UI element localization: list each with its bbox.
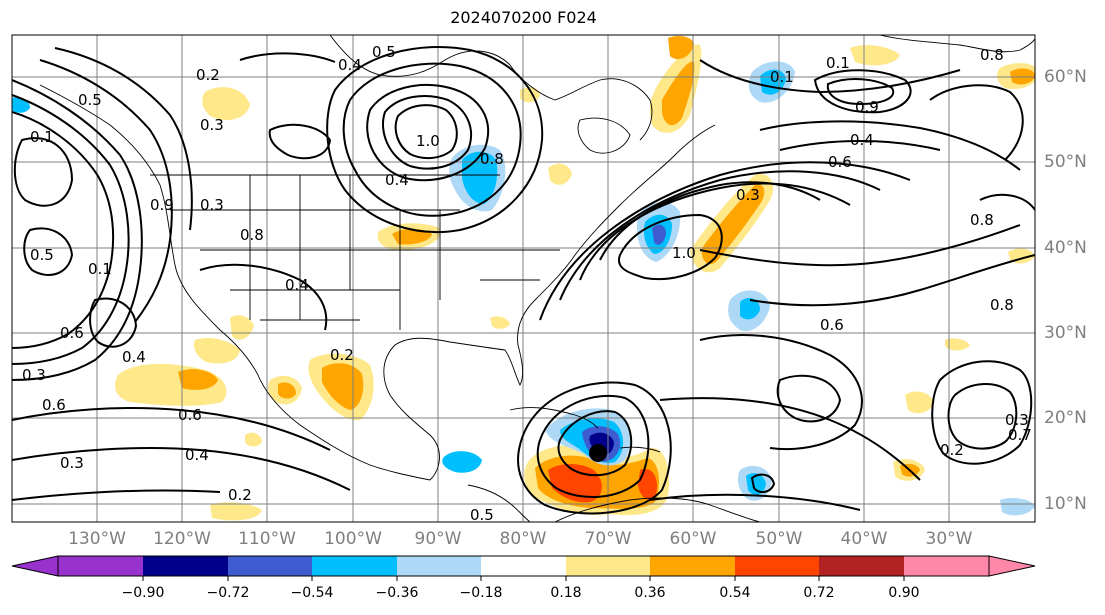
- contour-label: 0.9: [855, 98, 879, 116]
- lat-label: 10°N: [1044, 494, 1087, 514]
- contour-label: 0.3: [60, 454, 84, 472]
- contour-label: 0.5: [372, 43, 396, 61]
- colorbar-tick-label: −0.72: [206, 585, 250, 601]
- contour-label: 1.0: [672, 244, 696, 262]
- contour-label: 1.0: [416, 132, 440, 150]
- contour-label: 0.8: [980, 46, 1004, 64]
- contour-label: 0.4: [185, 446, 209, 464]
- colorbar-tick-label: 0.18: [550, 585, 582, 601]
- contour-label: 0.6: [828, 153, 852, 171]
- colorbar: [11, 555, 1036, 581]
- contour-label: 0.5: [470, 506, 494, 524]
- graticule: [12, 35, 1035, 522]
- contour-label: 0.2: [330, 346, 354, 364]
- contour-lines: [12, 46, 1035, 515]
- lat-label: 50°N: [1044, 152, 1087, 172]
- contour-label: 0.4: [285, 276, 309, 294]
- lon-label: 40°W: [840, 529, 888, 549]
- lat-label: 40°N: [1044, 238, 1087, 258]
- contour-label: 0.2: [196, 66, 220, 84]
- contour-label: 0.6: [178, 406, 202, 424]
- contour-label: 0.4: [338, 56, 362, 74]
- colorbar-tick-label: −0.36: [375, 585, 419, 601]
- lon-label: 60°W: [669, 529, 717, 549]
- colorbar-tick-label: −0.54: [290, 585, 334, 601]
- lon-label: 90°W: [414, 529, 462, 549]
- contour-label: 0.8: [970, 211, 994, 229]
- contour-label: 0.3: [200, 116, 224, 134]
- map-frame: [11, 34, 1036, 523]
- contour-label: 0.9: [150, 196, 174, 214]
- colorbar-tick-label: 0.54: [719, 585, 751, 601]
- colorbar-tick-label: 0.36: [634, 585, 666, 601]
- contour-label: 0.3: [1005, 411, 1029, 429]
- contour-label: 0.2: [228, 486, 252, 504]
- lon-label: 120°W: [153, 529, 211, 549]
- contour-label: 0.1: [826, 54, 850, 72]
- contour-label: 0.3: [22, 366, 46, 384]
- lat-label: 60°N: [1044, 67, 1087, 87]
- map-title: 2024070200 F024: [450, 8, 597, 27]
- contour-label: 0.7: [1008, 426, 1032, 444]
- contour-label: 0.4: [385, 171, 409, 189]
- lon-label: 100°W: [324, 529, 382, 549]
- coastlines: [39, 35, 1035, 522]
- lon-label: 110°W: [238, 529, 296, 549]
- contour-label: 0.5: [30, 246, 54, 264]
- lon-label: 30°W: [925, 529, 973, 549]
- contour-label: 0.6: [42, 396, 66, 414]
- colorbar-tick-label: −0.18: [459, 585, 503, 601]
- contour-label: 0.1: [88, 260, 112, 278]
- lon-label: 50°W: [755, 529, 803, 549]
- contour-label: 0.2: [940, 441, 964, 459]
- lon-label: 70°W: [584, 529, 632, 549]
- contour-label: 0.3: [200, 196, 224, 214]
- colorbar-tick-label: 0.72: [803, 585, 835, 601]
- contour-label: 0.8: [990, 296, 1014, 314]
- contour-label: 0.4: [850, 131, 874, 149]
- contour-label: 0.6: [820, 316, 844, 334]
- contour-labels: 0.5 0.4 0.2 0.3 0.5 0.1 1.0 0.8 0.4 0.5 …: [22, 43, 1032, 524]
- contour-label: 0.1: [30, 128, 54, 146]
- lat-label: 20°N: [1044, 408, 1087, 428]
- lon-label: 80°W: [499, 529, 547, 549]
- colorbar-tick-label: −0.90: [121, 585, 165, 601]
- contour-label: 0.4: [122, 348, 146, 366]
- contour-label: 0.8: [480, 150, 504, 168]
- lon-label: 130°W: [68, 529, 126, 549]
- shaded-anomalies: [12, 36, 1035, 521]
- contour-label: 0.1: [770, 68, 794, 86]
- lat-label: 30°N: [1044, 323, 1087, 343]
- contour-label: 0.5: [78, 91, 102, 109]
- contour-label: 0.6: [60, 324, 84, 342]
- contour-label: 0.8: [240, 226, 264, 244]
- colorbar-tick-label: 0.90: [888, 585, 920, 601]
- contour-label: 0.3: [736, 186, 760, 204]
